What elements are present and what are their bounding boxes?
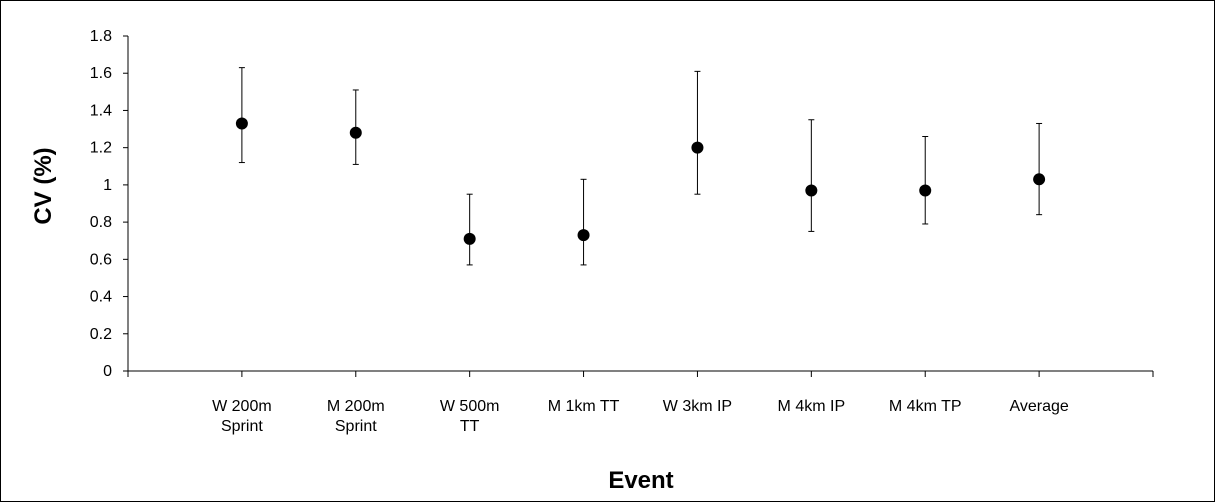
data-point [463,232,476,245]
data-point [349,126,362,139]
x-tick-label-line: M 200m [327,398,385,415]
data-point [691,141,704,154]
y-tick-label: 1.2 [90,140,112,157]
x-tick-label: M 1km TT [548,398,620,415]
x-tick-label-line: W 200m [212,398,272,415]
y-axis-title: CV (%) [30,147,57,224]
data-point [235,117,248,130]
x-tick-label-line: Sprint [221,418,263,435]
y-tick-label: 0.2 [90,326,112,343]
x-axis-title: Event [608,467,673,494]
x-tick-label-line: TT [460,418,480,435]
y-tick-label: 1.6 [90,65,112,82]
data-point [919,184,932,197]
y-tick-label: 0.4 [90,289,112,306]
data-point [1033,173,1046,186]
data-point [805,184,818,197]
x-tick-label: W 500m TT [440,398,500,435]
x-tick-label: W 200m Sprint [212,398,272,435]
y-tick-label: 0.6 [90,251,112,268]
x-axis: W 200m Sprint M 200m Sprint W 500m TT M 1km TT… [127,370,1154,435]
data-point [577,229,590,242]
x-tick-label: M 4km IP [778,398,846,415]
x-tick-label-line: M 4km IP [778,398,846,415]
x-tick-label-line: Average [1009,398,1068,415]
x-tick-label-line: M 4km TP [889,398,962,415]
y-tick-label: 1.4 [90,102,112,119]
x-tick-label: M 200m Sprint [327,398,385,435]
data-points [235,67,1046,266]
x-tick-label: W 3km IP [663,398,732,415]
x-tick-label-line: Sprint [335,418,377,435]
x-tick-label-line: W 3km IP [663,398,732,415]
y-axis: 0 0.2 0.4 0.6 0.8 1 1.2 1.4 1.6 1.8 [90,28,129,380]
y-tick-label: 0.8 [90,214,112,231]
x-tick-label: Average [1009,398,1068,415]
y-tick-label: 1 [103,177,112,194]
x-tick-label-line: M 1km TT [548,398,620,415]
x-tick-label: M 4km TP [889,398,962,415]
x-tick-label-line: W 500m [440,398,500,415]
y-tick-label: 0 [103,363,112,380]
y-tick-label: 1.8 [90,28,112,45]
